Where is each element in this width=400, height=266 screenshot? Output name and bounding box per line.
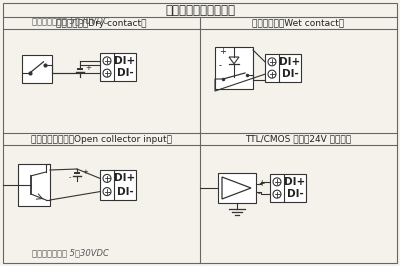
Text: DI-: DI- [117, 187, 133, 197]
Text: -: - [68, 174, 71, 180]
Circle shape [273, 190, 281, 198]
Text: 干接点输入（Dry contact）: 干接点输入（Dry contact） [56, 19, 147, 27]
Bar [215, 47, 253, 89]
Circle shape [268, 70, 276, 78]
Text: DI-: DI- [282, 69, 298, 79]
Bar [270, 174, 306, 202]
Text: DI-: DI- [117, 68, 133, 78]
Circle shape [103, 69, 111, 77]
Circle shape [103, 57, 111, 65]
Text: 集电极开路输入（Open collector input）: 集电极开路输入（Open collector input） [31, 135, 172, 143]
Text: -: - [72, 70, 74, 76]
Text: +: + [219, 48, 226, 56]
Bar [265, 54, 301, 82]
Bar [18, 164, 50, 206]
Bar [218, 173, 256, 203]
Text: DI+: DI+ [284, 177, 306, 187]
Text: 开关量信号输入接线图: 开关量信号输入接线图 [165, 3, 235, 16]
Text: 外接的电源可选 5～30VDC: 外接的电源可选 5～30VDC [32, 16, 108, 25]
Text: -: - [258, 189, 261, 198]
Text: +: + [85, 65, 91, 71]
Text: +: + [258, 180, 264, 189]
Text: DI+: DI+ [114, 173, 136, 183]
Bar [100, 170, 136, 200]
Circle shape [103, 174, 111, 182]
Text: +: + [82, 169, 88, 175]
Text: DI-: DI- [287, 189, 303, 199]
Circle shape [268, 58, 276, 66]
Text: DI+: DI+ [114, 56, 136, 66]
Text: DI+: DI+ [279, 57, 301, 67]
Text: 外接的电源可选 5～30VDC: 外接的电源可选 5～30VDC [32, 248, 108, 257]
Text: TTL/CMOS 电平，24V 电平输入: TTL/CMOS 电平，24V 电平输入 [246, 135, 352, 143]
Bar [22, 55, 52, 83]
Text: 湿接点输入（Wet contact）: 湿接点输入（Wet contact） [252, 19, 344, 27]
Circle shape [273, 178, 281, 186]
Text: -: - [219, 61, 222, 70]
Bar [100, 53, 136, 81]
Circle shape [103, 188, 111, 196]
